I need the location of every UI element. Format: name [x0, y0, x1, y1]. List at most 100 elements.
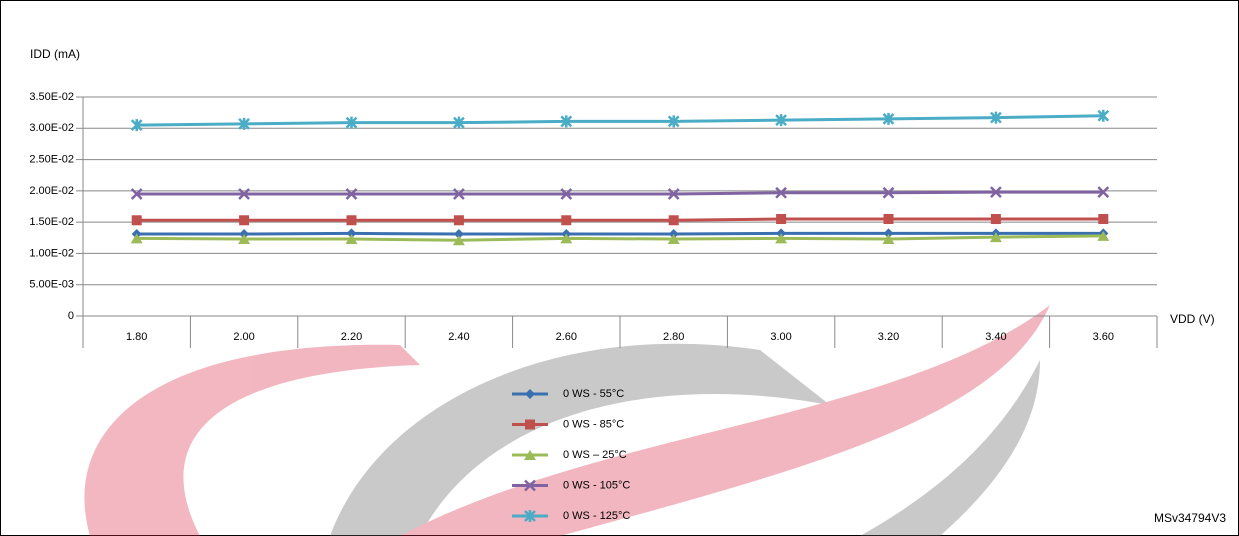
- legend-marker: [525, 389, 535, 399]
- data-point: [238, 117, 250, 130]
- marker-shape: [346, 228, 357, 239]
- data-point: [668, 229, 679, 240]
- data-point: [1097, 186, 1110, 198]
- legend-label: 0 WS - 55°C: [563, 388, 624, 400]
- marker-shape: [238, 188, 250, 200]
- marker-shape: [524, 479, 536, 492]
- marker-shape: [667, 234, 680, 245]
- series-line: [136, 217, 1104, 222]
- marker-shape: [990, 111, 1002, 124]
- marker-shape: [668, 215, 679, 226]
- data-point: [130, 188, 143, 200]
- data-point: [667, 115, 680, 128]
- data-point: [1097, 109, 1110, 122]
- data-point: [239, 215, 250, 226]
- series-line: [136, 231, 1104, 236]
- marker-shape: [524, 510, 536, 522]
- data-point: [883, 228, 894, 239]
- data-point: [238, 234, 251, 245]
- data-point: [1097, 230, 1110, 241]
- data-point: [990, 186, 1002, 198]
- y-tick-label: 5.00E-03: [29, 279, 74, 291]
- data-point: [989, 232, 1002, 243]
- data-point: [667, 234, 680, 245]
- data-point: [130, 119, 143, 132]
- marker-shape: [345, 116, 358, 129]
- marker-shape: [560, 115, 573, 128]
- data-point: [453, 188, 465, 200]
- data-point: [453, 229, 464, 240]
- marker-shape: [775, 233, 788, 244]
- marker-shape: [882, 112, 895, 125]
- watermark-label: MSv34794V3: [1154, 511, 1226, 525]
- legend-label: 0 WS – 25°C: [563, 449, 627, 461]
- marker-shape: [238, 234, 251, 245]
- marker-shape: [989, 232, 1002, 243]
- x-tick-label: 2.60: [556, 331, 577, 343]
- data-point: [667, 188, 680, 200]
- marker-shape: [560, 233, 573, 244]
- data-point: [990, 214, 1001, 225]
- marker-shape: [990, 186, 1002, 198]
- data-point: [346, 228, 357, 239]
- data-point: [668, 215, 679, 226]
- data-point: [452, 235, 465, 246]
- data-point: [775, 233, 788, 244]
- data-point: [345, 188, 358, 200]
- series-line: [136, 234, 1104, 242]
- legend-marker: [524, 479, 536, 492]
- marker-shape: [990, 214, 1001, 225]
- data-point: [131, 215, 142, 226]
- marker-shape: [775, 114, 787, 127]
- data-point: [239, 229, 250, 240]
- marker-shape: [453, 229, 464, 240]
- data-point: [345, 234, 358, 245]
- marker-shape: [1098, 214, 1109, 225]
- marker-shape: [776, 228, 787, 239]
- marker-shape: [453, 116, 465, 129]
- legend-marker: [524, 450, 536, 460]
- y-tick-label: 0: [68, 310, 74, 322]
- legend-label: 0 WS - 105°C: [563, 479, 630, 491]
- marker-shape: [346, 215, 357, 226]
- y-tick-label: 3.00E-02: [29, 122, 74, 134]
- background-watermark: [84, 305, 1050, 536]
- data-point: [130, 233, 143, 244]
- data-point: [561, 215, 572, 226]
- marker-shape: [883, 228, 894, 239]
- marker-shape: [130, 188, 143, 200]
- marker-shape: [882, 186, 895, 199]
- marker-shape: [453, 188, 465, 200]
- x-tick-label: 1.80: [126, 331, 147, 343]
- marker-shape: [776, 214, 787, 225]
- data-point: [345, 116, 358, 129]
- x-tick-label: 3.20: [878, 331, 899, 343]
- marker-shape: [239, 215, 250, 226]
- marker-shape: [453, 215, 464, 226]
- marker-shape: [525, 389, 535, 399]
- marker-shape: [345, 234, 358, 245]
- data-point: [882, 234, 895, 245]
- marker-shape: [452, 235, 465, 246]
- data-point: [775, 186, 787, 199]
- series-line: [136, 114, 1104, 127]
- data-point: [346, 215, 357, 226]
- data-point: [883, 214, 894, 225]
- x-tick-label: 3.00: [770, 331, 791, 343]
- data-point: [882, 112, 895, 125]
- marker-shape: [1097, 109, 1110, 122]
- x-axis-label: VDD (V): [1170, 312, 1215, 326]
- marker-shape: [525, 419, 535, 430]
- marker-shape: [882, 234, 895, 245]
- marker-shape: [1097, 186, 1110, 198]
- data-point: [776, 228, 787, 239]
- data-point: [560, 188, 573, 200]
- y-tick-label: 2.50E-02: [29, 153, 74, 165]
- y-tick-label: 2.00E-02: [29, 185, 74, 197]
- marker-shape: [775, 186, 787, 199]
- marker-shape: [1097, 230, 1110, 241]
- marker-shape: [131, 215, 142, 226]
- data-point: [560, 115, 573, 128]
